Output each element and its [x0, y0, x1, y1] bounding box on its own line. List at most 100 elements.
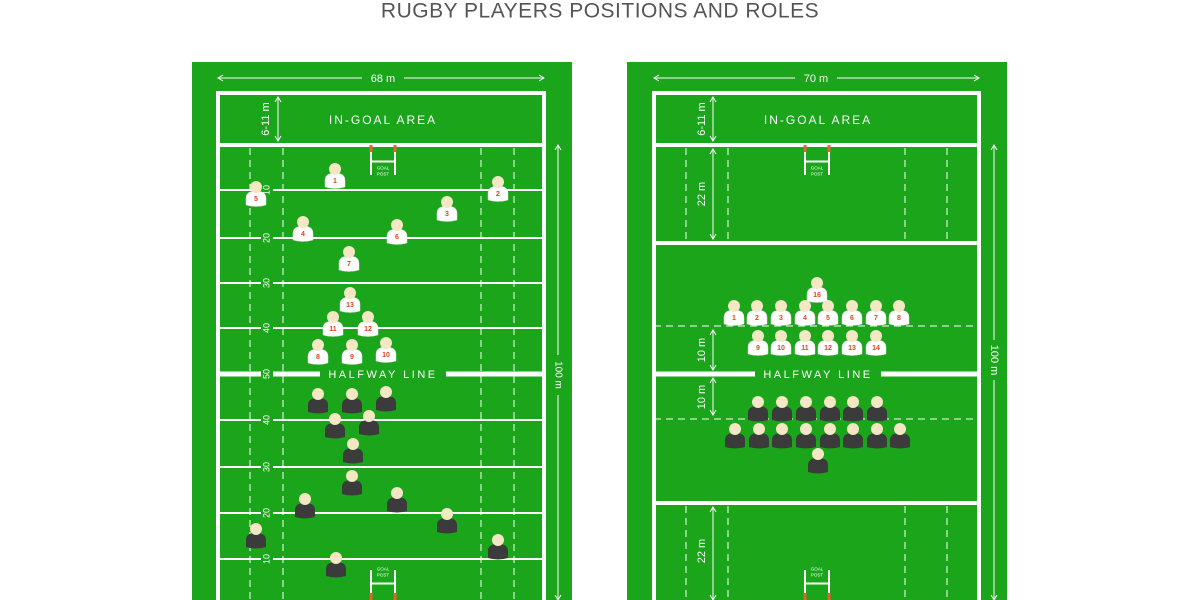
- player-body: [820, 433, 840, 449]
- arrow-head: [990, 594, 998, 600]
- goal-post-label: POST: [811, 172, 824, 177]
- label-bg: [552, 355, 564, 395]
- player-home: 14: [865, 330, 887, 356]
- player-head: [893, 300, 905, 312]
- player-away: [326, 552, 346, 578]
- player-home: 13: [339, 287, 361, 313]
- player-home: 10: [375, 337, 397, 363]
- arrow-head: [709, 329, 717, 336]
- player-head: [346, 470, 358, 482]
- arrow-head: [709, 377, 717, 384]
- player-number: 4: [301, 231, 305, 238]
- player-number: 2: [496, 191, 500, 198]
- in-goal-label: IN-GOAL AREA: [764, 113, 872, 127]
- arrow-head: [973, 74, 980, 82]
- player-head: [299, 493, 311, 505]
- player-head: [824, 423, 836, 435]
- label-bg: [988, 340, 1000, 380]
- player-away: [488, 534, 508, 560]
- player-body: [359, 420, 379, 436]
- player-away: [820, 423, 840, 449]
- player-home: 12: [357, 311, 379, 337]
- player-body: [843, 433, 863, 449]
- player-number: 13: [848, 345, 856, 352]
- goal-post-label: GOAL: [811, 166, 824, 171]
- player-home: 11: [322, 311, 344, 337]
- goal-tip: [803, 593, 807, 600]
- player-head: [329, 163, 341, 175]
- player-body: [357, 320, 379, 337]
- player-away: [867, 423, 887, 449]
- player-body: [342, 480, 362, 496]
- player-body: [772, 406, 792, 422]
- player-home: 5: [245, 181, 267, 207]
- player-body: [436, 205, 458, 222]
- goal-tip: [369, 145, 373, 152]
- player-body: [772, 433, 792, 449]
- player-number: 5: [826, 315, 830, 322]
- player-body: [841, 339, 863, 356]
- goal-tip: [803, 145, 807, 152]
- player-body: [890, 433, 910, 449]
- player-home: 6: [386, 219, 408, 245]
- player-number: 2: [755, 315, 759, 322]
- player-number: 5: [254, 196, 258, 203]
- goal-tip: [827, 593, 831, 600]
- player-head: [391, 487, 403, 499]
- player-head: [250, 523, 262, 535]
- distance-mark: 40: [261, 323, 271, 333]
- player-head: [870, 330, 882, 342]
- player-head: [775, 330, 787, 342]
- distance-mark: 40: [261, 415, 271, 425]
- player-head: [824, 396, 836, 408]
- distance-mark: 10: [261, 185, 271, 195]
- player-body: [820, 406, 840, 422]
- player-head: [346, 339, 358, 351]
- player-number: 16: [813, 292, 821, 299]
- player-number: 1: [333, 178, 337, 185]
- player-home: 5: [817, 300, 839, 326]
- depth-label: 6-11 m: [696, 102, 708, 135]
- player-head: [492, 534, 504, 546]
- distance-label: 22 m: [696, 182, 708, 206]
- player-head: [441, 508, 453, 520]
- player-away: [748, 396, 768, 422]
- player-head: [312, 388, 324, 400]
- player-home: 9: [747, 330, 769, 356]
- player-home: 7: [338, 246, 360, 272]
- goal-post-label: POST: [377, 573, 390, 578]
- goal-post-label: GOAL: [377, 166, 390, 171]
- player-head: [344, 287, 356, 299]
- player-head: [776, 396, 788, 408]
- player-away: [725, 423, 745, 449]
- player-body: [867, 406, 887, 422]
- length-label: 100 m: [988, 345, 1000, 376]
- player-head: [800, 396, 812, 408]
- player-away: [343, 438, 363, 464]
- player-body: [748, 406, 768, 422]
- player-body: [796, 406, 816, 422]
- player-head: [822, 300, 834, 312]
- player-number: 7: [347, 261, 351, 268]
- player-away: [749, 423, 769, 449]
- arrow-head: [274, 135, 282, 142]
- distance-mark: 20: [261, 508, 271, 518]
- player-body: [292, 225, 314, 242]
- player-home: 4: [292, 216, 314, 242]
- player-away: [376, 386, 396, 412]
- player-head: [847, 423, 859, 435]
- player-home: 7: [865, 300, 887, 326]
- player-body: [375, 346, 397, 363]
- label-bg: [320, 367, 446, 381]
- player-body: [343, 448, 363, 464]
- player-body: [794, 309, 816, 326]
- label-bg: [261, 229, 273, 247]
- player-home: 11: [794, 330, 816, 356]
- player-body: [817, 339, 839, 356]
- label-bg: [261, 319, 273, 337]
- goal-tip: [369, 593, 373, 600]
- width-label: 70 m: [804, 73, 828, 85]
- player-body: [376, 396, 396, 412]
- player-head: [846, 300, 858, 312]
- player-body: [386, 228, 408, 245]
